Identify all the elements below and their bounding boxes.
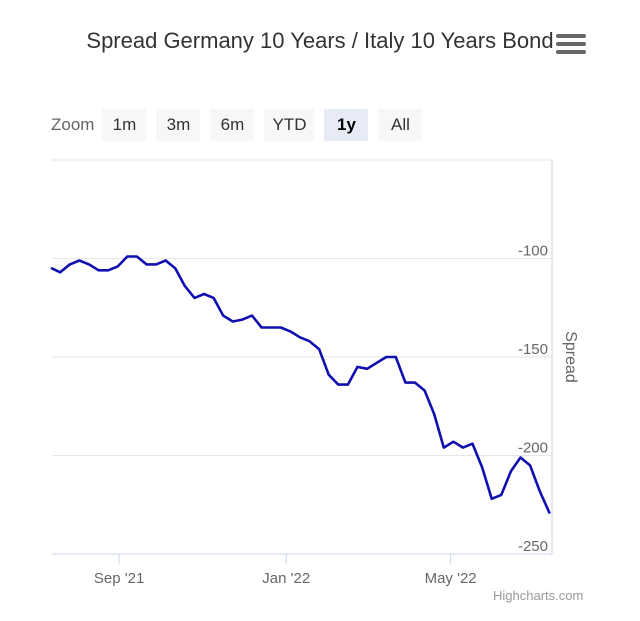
x-tick-label: May '22 [425,570,477,587]
y-tick-label: -250 [518,538,548,555]
y-tick-label: -100 [518,243,548,260]
range-selector: Zoom 1m 3m 6m YTD 1y All [51,109,432,141]
zoom-button-all[interactable]: All [378,109,423,141]
zoom-button-1y[interactable]: 1y [324,109,369,141]
y-tick-label: -200 [518,440,548,457]
series-line [50,255,551,514]
x-tick-label: Sep '21 [94,570,144,587]
zoom-button-1m[interactable]: 1m [102,109,147,141]
y-tick-label: -150 [518,341,548,358]
x-tick-label: Jan '22 [262,570,310,587]
chart-title: Spread Germany 10 Years / Italy 10 Years… [86,28,554,53]
hamburger-menu-icon[interactable] [556,34,586,60]
credits-link[interactable]: Highcharts.com [493,588,584,603]
zoom-button-ytd[interactable]: YTD [264,109,315,141]
zoom-label: Zoom [51,115,95,134]
zoom-button-6m[interactable]: 6m [210,109,255,141]
zoom-button-3m[interactable]: 3m [156,109,201,141]
y-axis-title: Spread [562,331,579,383]
